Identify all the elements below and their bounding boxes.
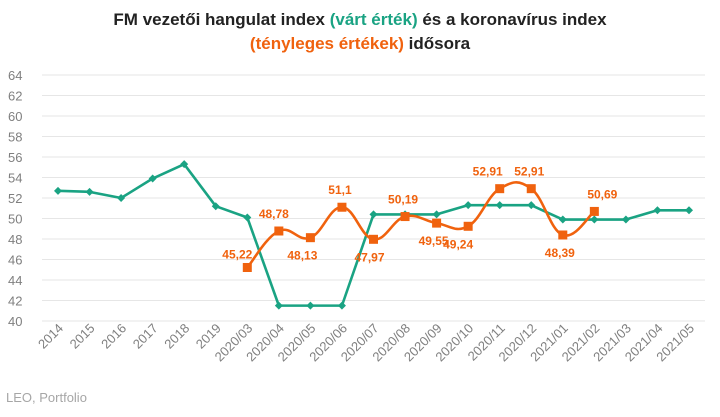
orange-point (274, 226, 284, 236)
orange-point (337, 202, 347, 212)
data-label: 47,97 (354, 250, 384, 264)
data-label: 50,19 (388, 193, 418, 207)
y-tick-label: 42 (8, 294, 22, 309)
title-part-3: és a koronavírus index (417, 10, 607, 29)
data-label: 45,22 (222, 247, 252, 261)
y-tick-label: 48 (8, 232, 22, 247)
chart-title: FM vezetői hangulat index (várt érték) é… (0, 8, 720, 56)
y-tick-label: 50 (8, 212, 22, 227)
y-tick-label: 40 (8, 314, 22, 329)
data-label: 49,55 (419, 234, 449, 248)
green-point (243, 213, 252, 222)
orange-point (526, 184, 536, 194)
orange-point (242, 262, 252, 272)
title-part-1: FM vezetői hangulat index (113, 10, 330, 29)
orange-point (369, 234, 378, 244)
orange-point (589, 206, 599, 216)
green-point (117, 194, 126, 202)
y-tick-label: 52 (8, 191, 22, 206)
green-point (306, 301, 315, 310)
orange-point (305, 233, 315, 243)
data-label: 48,78 (259, 207, 289, 221)
orange-point (432, 218, 442, 228)
x-tick-label: 2016 (98, 321, 129, 352)
source-label: LEO, Portfolio (6, 390, 87, 405)
title-part-4: (tényleges értékek) (249, 34, 404, 53)
green-point (148, 174, 157, 183)
green-point (274, 301, 283, 310)
orange-point (558, 230, 568, 240)
data-label: 48,13 (287, 249, 317, 263)
orange-point (400, 212, 410, 222)
data-label: 52,91 (514, 165, 544, 179)
green-point (337, 301, 346, 310)
green-point (590, 215, 599, 224)
y-tick-label: 58 (8, 130, 22, 145)
orange-point (463, 221, 473, 231)
green-point (432, 210, 441, 219)
green-point (85, 187, 94, 196)
data-label: 49,24 (443, 237, 473, 251)
x-tick-label: 2018 (161, 321, 192, 352)
green-point (685, 206, 693, 215)
y-tick-label: 44 (8, 273, 22, 288)
green-point (621, 215, 630, 224)
green-point (527, 201, 536, 210)
data-label: 52,91 (473, 165, 503, 179)
green-point (369, 210, 378, 219)
green-point (653, 206, 662, 215)
y-tick-label: 64 (8, 68, 22, 83)
green-point (54, 186, 62, 195)
y-tick-label: 46 (8, 253, 22, 268)
orange-point (495, 184, 505, 194)
x-tick-label: 2014 (35, 321, 66, 352)
data-label: 51,1 (328, 183, 352, 197)
green-point (495, 201, 504, 210)
green-point (464, 201, 473, 210)
y-tick-label: 60 (8, 109, 22, 124)
y-tick-label: 62 (8, 89, 22, 104)
x-tick-label: 2017 (130, 321, 161, 352)
data-label: 48,39 (545, 246, 575, 260)
y-tick-label: 56 (8, 150, 22, 165)
x-tick-label: 2015 (67, 321, 98, 352)
title-part-2: (várt érték) (329, 10, 418, 29)
green-point (180, 160, 189, 169)
green-point (558, 215, 567, 224)
green-point (211, 202, 220, 211)
data-label: 50,69 (587, 187, 617, 201)
title-part-5: idősora (403, 34, 471, 53)
y-tick-label: 54 (8, 171, 22, 186)
